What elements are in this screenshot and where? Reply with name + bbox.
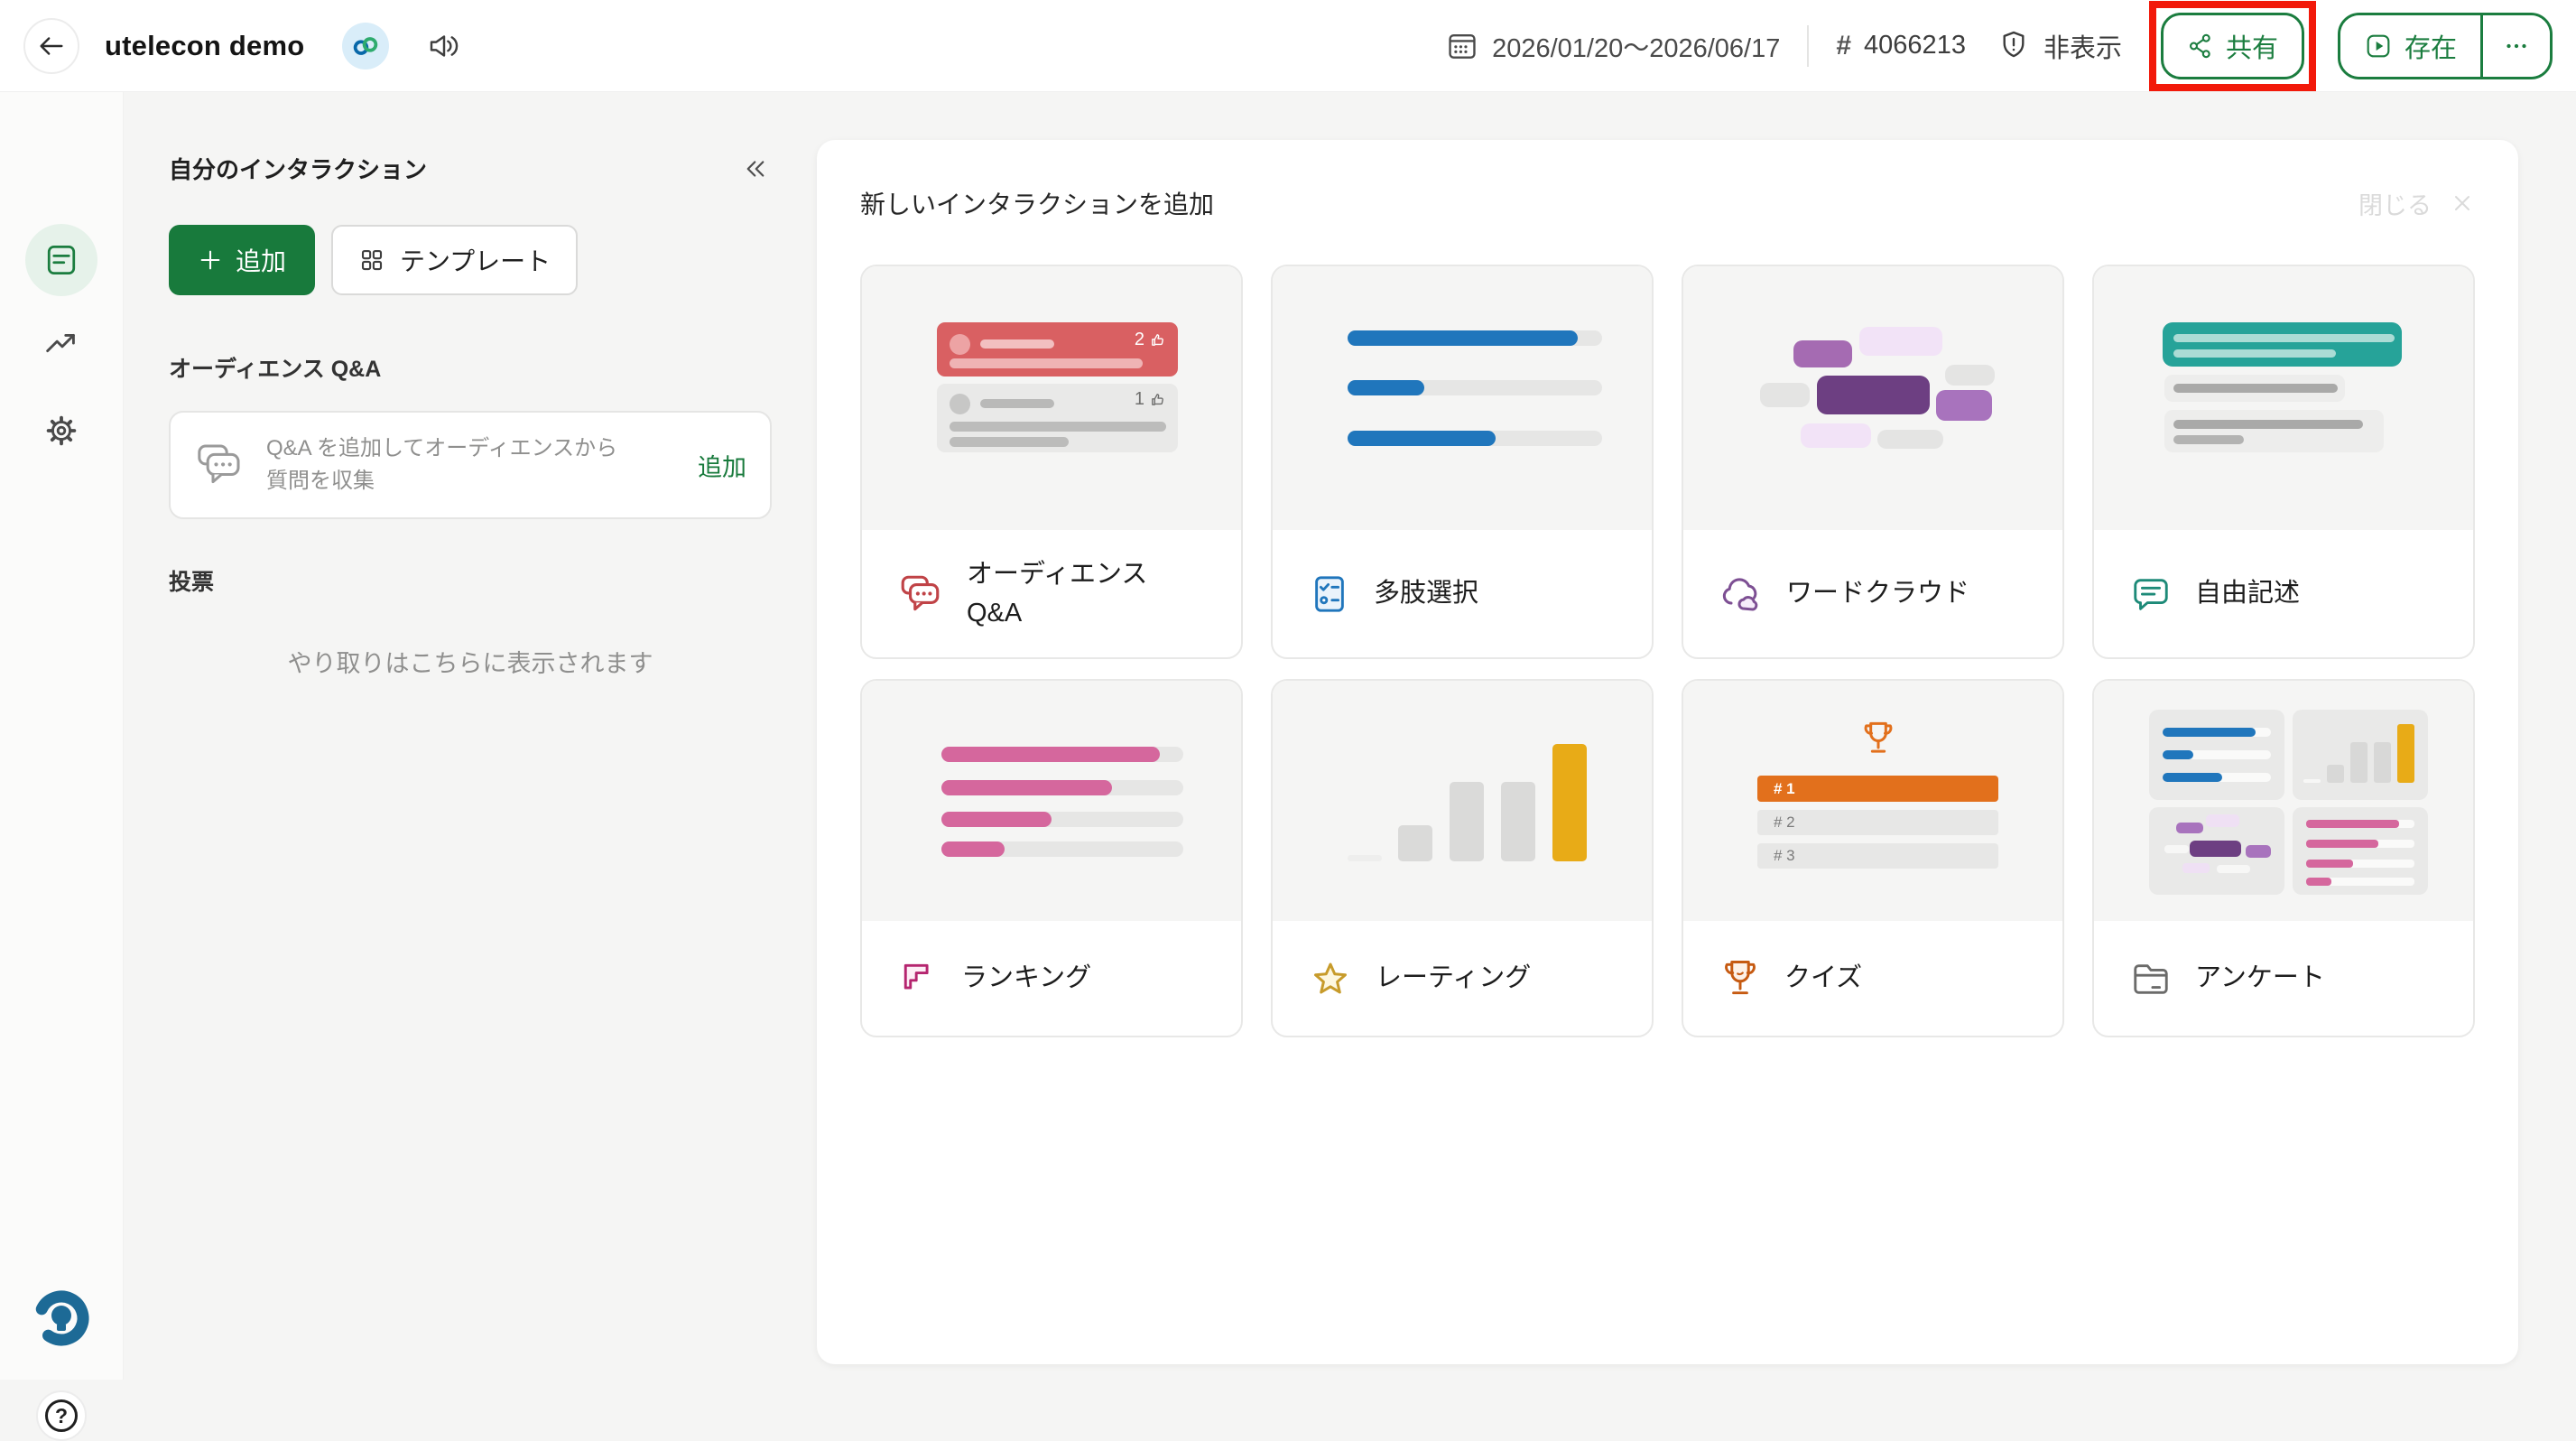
template-card-word-cloud[interactable]: ワードクラウド: [1682, 265, 2064, 659]
close-panel-button[interactable]: 閉じる: [2358, 186, 2475, 221]
page-title: utelecon demo: [105, 29, 305, 61]
slido-logo: [29, 1286, 94, 1351]
audience-qa-icon: [898, 572, 943, 617]
multiple-choice-preview: [1273, 266, 1652, 530]
card-label: 多肢選択: [1374, 579, 1479, 609]
qa-add-link[interactable]: 追加: [698, 453, 746, 481]
likes-count: 2: [1135, 330, 1165, 350]
present-button[interactable]: 存在: [2340, 14, 2480, 77]
card-label: ランキング: [961, 963, 1092, 993]
card-label: 自由記述: [2195, 579, 2301, 609]
rating-star-icon: [1309, 957, 1352, 1000]
template-card-quiz[interactable]: # 1 # 2 # 3 クイズ: [1682, 679, 2064, 1037]
session-code-value: 4066213: [1864, 31, 1966, 60]
gear-icon: [41, 410, 82, 451]
survey-preview: [2094, 681, 2473, 921]
polls-empty-text: やり取りはこちらに表示されます: [287, 650, 653, 677]
card-label: クイズ: [1784, 963, 1863, 993]
webex-logo-icon: [342, 22, 390, 70]
template-card-audience-qa[interactable]: 2 1: [860, 265, 1243, 659]
polls-section-label: 投票: [169, 570, 215, 595]
survey-folder-icon: [2130, 958, 2172, 999]
share-button[interactable]: 共有: [2160, 12, 2304, 79]
template-grid-icon: [358, 246, 385, 274]
ranking-icon: [898, 959, 938, 999]
plus-icon: [198, 247, 223, 273]
add-label: 追加: [236, 247, 287, 275]
divider: [1807, 24, 1810, 67]
card-label: ワードクラウド: [1786, 579, 1970, 609]
sidebar: 自分のインタラクション 追加 テンプレート オーディエンス Q&A Q&A を追…: [124, 92, 785, 1380]
calendar-icon: [1445, 29, 1479, 63]
rail-item-interactions[interactable]: [25, 224, 97, 296]
open-ended-preview: [2094, 266, 2473, 530]
ranking-preview: [862, 681, 1241, 921]
date-range-text: 2026/01/20～2026/06/17: [1492, 33, 1781, 63]
back-arrow-icon: [36, 31, 67, 61]
template-card-ranking[interactable]: ランキング: [860, 679, 1243, 1037]
present-play-icon: [2364, 32, 2393, 60]
trending-up-icon: [41, 323, 82, 365]
share-label: 共有: [2225, 33, 2278, 63]
card-label: オーディエンス Q&A: [967, 560, 1148, 628]
word-cloud-icon: [1719, 572, 1763, 616]
rail-item-analytics[interactable]: [41, 323, 82, 365]
back-button[interactable]: [23, 17, 79, 74]
interactions-card-icon: [42, 240, 81, 280]
session-code: # 4066213: [1836, 31, 1966, 61]
template-card-multiple-choice[interactable]: 多肢選択: [1271, 265, 1654, 659]
close-label: 閉じる: [2358, 191, 2432, 219]
template-card-survey[interactable]: アンケート: [2092, 679, 2475, 1037]
share-highlight-annotation: 共有: [2148, 0, 2316, 91]
left-rail: ?: [0, 92, 124, 1441]
share-icon: [2187, 33, 2214, 60]
hash-icon: #: [1836, 30, 1852, 60]
hidden-status[interactable]: 非表示: [1997, 27, 2122, 65]
card-label: レーティング: [1376, 963, 1532, 993]
multiple-choice-icon: [1309, 573, 1350, 615]
close-icon: [2450, 191, 2475, 216]
open-ended-icon: [2130, 573, 2172, 615]
quiz-rank-2: # 2: [1774, 813, 1795, 831]
quiz-preview: # 1 # 2 # 3: [1683, 681, 2062, 921]
add-interaction-panel: 新しいインタラクションを追加 閉じる 2: [817, 140, 2518, 1364]
panel-title: 新しいインタラクションを追加: [860, 191, 1215, 218]
collapse-sidebar-button[interactable]: [739, 153, 772, 185]
likes-count: 1: [1135, 389, 1165, 410]
divider: [2480, 14, 2483, 77]
present-label: 存在: [2404, 33, 2457, 63]
more-dots-icon: [2501, 31, 2532, 61]
template-label: テンプレート: [400, 247, 551, 275]
template-button[interactable]: テンプレート: [331, 225, 579, 295]
rail-item-settings[interactable]: [41, 410, 82, 451]
topbar-right: 2026/01/20～2026/06/17 # 4066213 非表示 共有: [1445, 0, 2553, 91]
word-cloud-preview: [1683, 266, 2062, 530]
rating-preview: [1273, 681, 1652, 921]
audience-qa-preview: 2 1: [862, 266, 1241, 530]
quiz-rank-3: # 3: [1774, 847, 1795, 864]
template-card-rating[interactable]: レーティング: [1271, 679, 1654, 1037]
hidden-label: 非表示: [2043, 33, 2122, 63]
present-button-group: 存在: [2337, 12, 2553, 79]
template-card-open-ended[interactable]: 自由記述: [2092, 265, 2475, 659]
date-range: 2026/01/20～2026/06/17: [1445, 27, 1780, 65]
shield-exclamation-icon: [1997, 29, 2031, 63]
qa-card-text: Q&A を追加してオーディエンスから質問を収集: [266, 436, 618, 493]
qa-empty-card: Q&A を追加してオーディエンスから質問を収集 追加: [169, 411, 772, 519]
announcement-icon[interactable]: [425, 27, 463, 65]
help-button[interactable]: ?: [36, 1390, 87, 1441]
sidebar-title: 自分のインタラクション: [169, 156, 428, 183]
more-options-button[interactable]: [2483, 14, 2550, 77]
add-interaction-button[interactable]: 追加: [169, 225, 316, 295]
qa-section-label: オーディエンス Q&A: [169, 357, 382, 382]
chat-bubbles-icon: [194, 440, 245, 490]
quiz-rank-1: # 1: [1774, 779, 1795, 797]
card-label: アンケート: [2195, 963, 2325, 993]
topbar: utelecon demo 2026/01/20～2026/06/17 # 40…: [0, 0, 2576, 92]
template-card-grid: 2 1: [860, 265, 2475, 1037]
question-icon: ?: [45, 1399, 78, 1432]
trophy-icon: [1860, 719, 1896, 758]
quiz-trophy-icon: [1719, 957, 1761, 1000]
